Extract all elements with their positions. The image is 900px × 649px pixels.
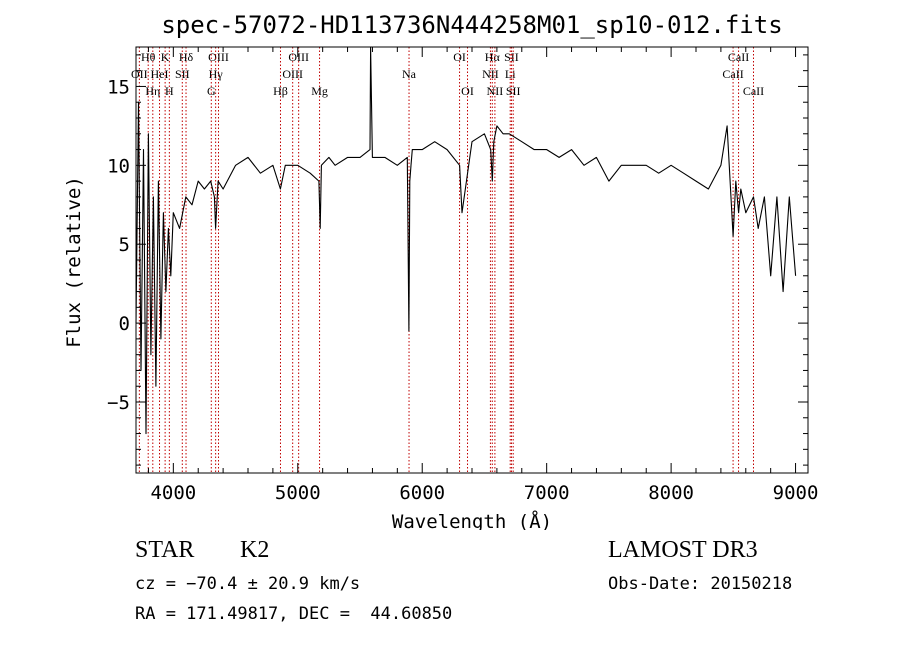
- line-label-14: Mg: [311, 84, 328, 98]
- line-label-24: CaII: [728, 50, 749, 64]
- spectrum-line: [135, 46, 797, 435]
- line-label-22: Li: [505, 67, 516, 81]
- line-label-19: NII: [482, 67, 499, 81]
- line-label-13: OIII: [282, 67, 303, 81]
- plot-frame: [135, 46, 809, 474]
- observation-date: Obs-Date: 20150218: [608, 574, 793, 594]
- line-label-26: CaII: [743, 84, 764, 98]
- coordinates: RA = 171.49817, DEC = 44.60850: [135, 604, 453, 624]
- line-label-7: SII: [175, 67, 190, 81]
- line-label-16: OI: [453, 50, 466, 64]
- y-tick-label-2: 5: [119, 234, 130, 256]
- redshift-velocity: cz = −70.4 ± 20.9 km/s: [135, 574, 361, 594]
- line-label-23: SII: [506, 84, 521, 98]
- y-axis-label: Flux (relative): [63, 176, 85, 348]
- object-subclass: K2: [240, 537, 270, 563]
- line-label-2: Hη: [145, 84, 160, 98]
- line-label-8: OIII: [208, 50, 229, 64]
- y-tick-label-0: −5: [107, 392, 130, 414]
- x-tick-label-2: 6000: [399, 482, 445, 504]
- line-label-21: SII: [504, 50, 519, 64]
- line-label-25: CaII: [722, 67, 743, 81]
- line-label-5: H: [165, 84, 174, 98]
- plot-area: Hθ OII Hη K HeI H Hδ SII OIII Hγ G Hβ OIII OIII Mg Na OI…: [107, 46, 819, 504]
- x-tick-label-0: 4000: [150, 482, 196, 504]
- x-tick-label-3: 7000: [524, 482, 570, 504]
- y-tick-label-3: 10: [107, 155, 130, 177]
- y-tick-label-4: 15: [107, 76, 130, 98]
- x-tick-label-4: 8000: [648, 482, 694, 504]
- x-tick-label-1: 5000: [275, 482, 321, 504]
- chart-title: spec-57072-HD113736N444258M01_sp10-012.f…: [161, 11, 782, 39]
- line-label-10: G: [207, 84, 216, 98]
- line-label-15: Na: [402, 67, 417, 81]
- x-tick-label-5: 9000: [773, 482, 819, 504]
- survey-name: LAMOST DR3: [608, 537, 758, 563]
- line-label-20: NII: [487, 84, 504, 98]
- line-label-0: Hθ: [141, 50, 156, 64]
- line-label-12: OIII: [288, 50, 309, 64]
- line-label-1: OII: [131, 67, 148, 81]
- line-label-18: Hα: [485, 50, 501, 64]
- y-tick-label-1: 0: [119, 313, 130, 335]
- line-label-9: Hγ: [209, 67, 224, 81]
- line-label-11: Hβ: [273, 84, 288, 98]
- x-axis-label: Wavelength (Å): [392, 510, 552, 530]
- line-label-3: K: [161, 50, 170, 64]
- line-label-4: HeI: [151, 67, 169, 81]
- line-label-17: OI: [461, 84, 474, 98]
- object-type: STAR: [135, 537, 195, 563]
- line-label-6: Hδ: [179, 50, 194, 64]
- spectrum-chart: spec-57072-HD113736N444258M01_sp10-012.f…: [63, 11, 819, 530]
